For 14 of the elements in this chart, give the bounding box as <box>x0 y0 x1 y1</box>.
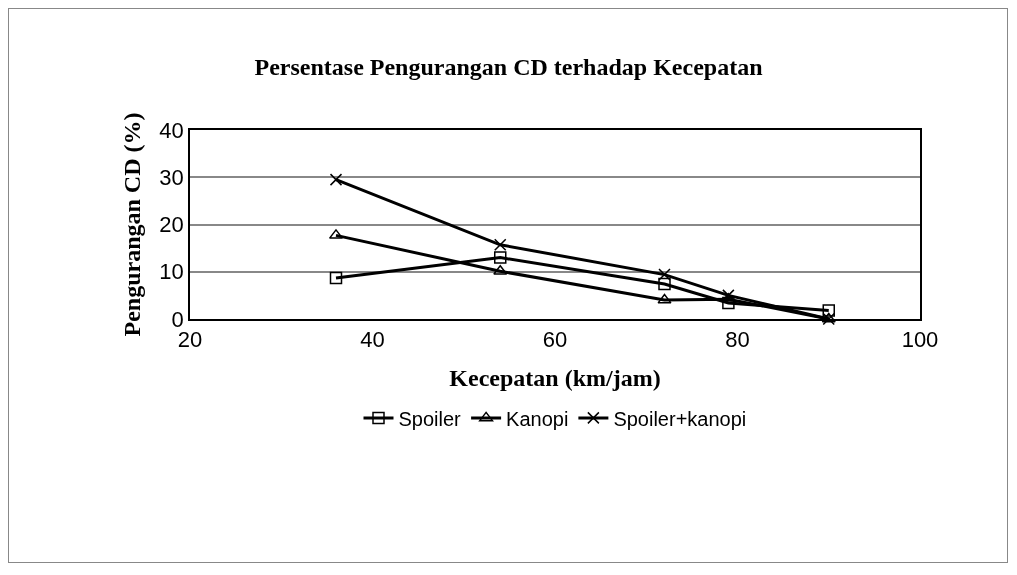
y-tick-label: 20 <box>159 212 184 238</box>
y-tick-label: 10 <box>159 259 184 285</box>
legend-label: Spoiler <box>398 407 462 430</box>
x-tick-label: 80 <box>725 327 750 353</box>
legend-label: Spoiler+kanopi <box>613 407 747 430</box>
x-tick-label: 60 <box>542 327 568 353</box>
chart-title: Persentase Pengurangan CD terhadap Kecepatan <box>254 53 763 80</box>
y-tick-label: 30 <box>159 164 184 190</box>
x-tick-label: 100 <box>901 327 939 353</box>
x-tick-label: 40 <box>360 327 385 353</box>
x-axis-title: Kecepatan (km/jam) <box>449 364 661 391</box>
y-tick-label: 40 <box>159 117 184 143</box>
y-axis-title: Pengurangan CD (%) <box>118 112 145 337</box>
legend-label: Kanopi <box>506 407 569 430</box>
